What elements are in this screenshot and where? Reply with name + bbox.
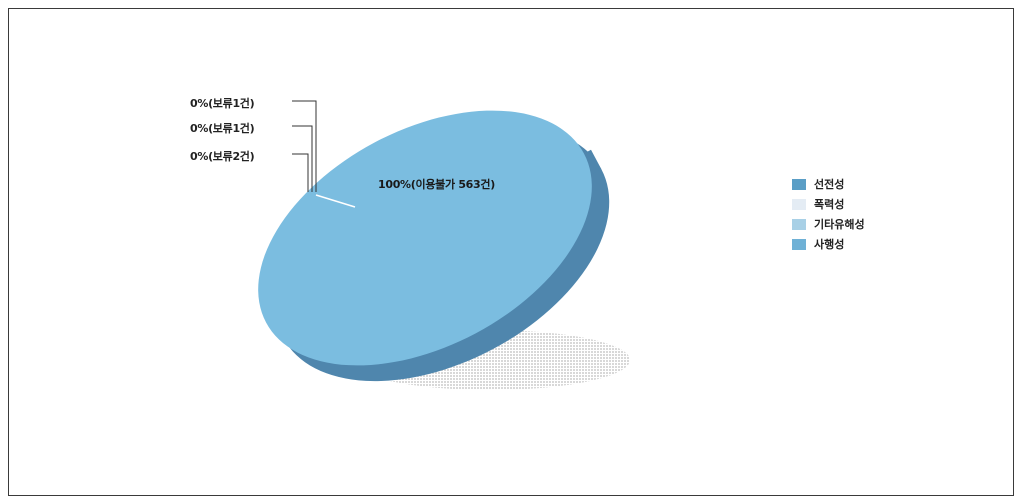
legend-item: 사행성	[792, 234, 865, 254]
legend-item: 선전성	[792, 174, 865, 194]
leader-line-3	[292, 153, 309, 192]
leader-line-2	[292, 125, 313, 192]
pie-slice-main	[258, 110, 592, 366]
legend-swatch	[792, 238, 806, 250]
legend-swatch	[792, 198, 806, 210]
slice-label-2: 0%(보류1건)	[190, 122, 255, 135]
slice-label-1: 0%(보류1건)	[190, 97, 255, 110]
slice-label-3: 0%(보류2건)	[190, 150, 255, 163]
legend-label: 선전성	[814, 178, 845, 191]
legend-label: 사행성	[814, 238, 845, 251]
leader-line-1	[292, 100, 317, 192]
legend-item: 기타유해성	[792, 214, 865, 234]
pie-body	[258, 110, 610, 382]
legend-item: 폭력성	[792, 194, 865, 214]
legend-swatch	[792, 218, 806, 230]
legend-label: 기타유해성	[814, 218, 865, 231]
legend-label: 폭력성	[814, 198, 845, 211]
legend: 선전성 폭력성 기타유해성 사행성	[792, 174, 865, 254]
legend-swatch	[792, 178, 806, 190]
pie-slice-zero	[315, 194, 356, 208]
slice-label-main: 100%(이용불가 563건)	[378, 178, 495, 191]
